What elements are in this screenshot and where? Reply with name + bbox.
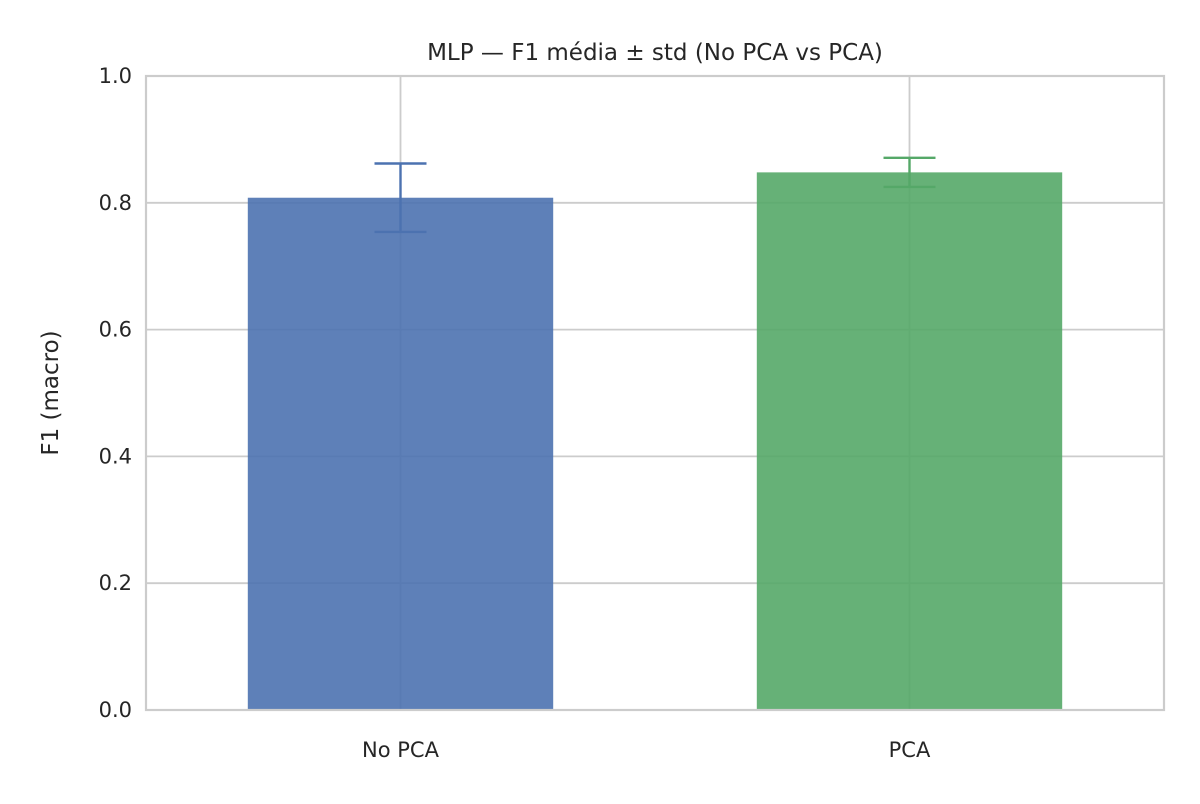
bar-no-pca [247, 197, 554, 710]
plot-frame [144, 74, 1166, 712]
tick-layer: 0.0 0.2 0.4 0.6 0.8 1.0 No PCA PCA [99, 64, 931, 762]
x-tick-label: No PCA [362, 738, 440, 762]
y-tick-label: 0.4 [99, 444, 132, 468]
bar-layer [247, 156, 1063, 711]
y-tick-label: 0.6 [99, 318, 132, 342]
axes-border [144, 74, 1166, 712]
y-tick-label: 1.0 [99, 64, 132, 88]
y-tick-label: 0.2 [99, 571, 132, 595]
x-tick-label: PCA [889, 738, 931, 762]
y-tick-label: 0.8 [99, 191, 132, 215]
y-axis-title: F1 (macro) [38, 330, 64, 455]
y-tick-label: 0.0 [99, 698, 132, 722]
chart-title: MLP — F1 média ± std (No PCA vs PCA) [427, 40, 883, 66]
bar-pca [756, 172, 1063, 711]
